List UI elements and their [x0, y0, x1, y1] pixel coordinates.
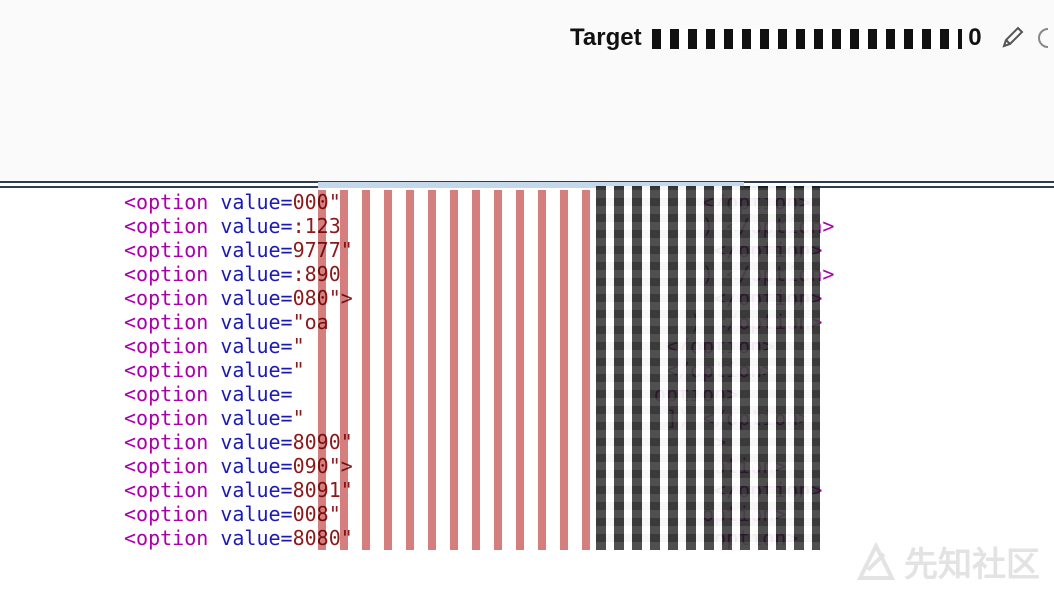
code-open-tag: <option	[124, 478, 209, 502]
code-open-tag: <option	[124, 358, 209, 382]
code-open-tag: <option	[124, 406, 209, 430]
code-open-tag: <option	[124, 262, 209, 286]
code-open-tag: <option	[124, 526, 209, 550]
code-open-tag: <option	[124, 214, 209, 238]
code-attribute: value=	[220, 190, 293, 214]
code-open-tag: <option	[124, 382, 209, 406]
code-open-tag: <option	[124, 502, 209, 526]
code-attribute: value=	[220, 310, 293, 334]
redacted-target-host	[651, 28, 962, 49]
code-open-tag: <option	[124, 238, 209, 262]
code-attribute-value: "	[292, 406, 305, 430]
code-open-tag: <option	[124, 430, 209, 454]
watermark-text: 先知社区	[904, 545, 1040, 585]
code-attribute: value=	[220, 238, 293, 262]
code-attribute: value=	[220, 214, 293, 238]
code-open-tag: <option	[124, 334, 209, 358]
code-attribute: value=	[220, 382, 293, 406]
code-attribute: value=	[220, 334, 293, 358]
header-bar: Target 0	[0, 0, 1054, 182]
redacted-region-labels	[596, 186, 820, 550]
code-open-tag: <option	[124, 286, 209, 310]
target-value: 0	[651, 24, 982, 52]
target-label: Target	[570, 24, 642, 51]
target-field: Target 0	[570, 20, 1048, 56]
watermark: 先知社区	[856, 537, 1040, 586]
pencil-icon[interactable]	[998, 24, 1026, 52]
target-port-suffix: 0	[968, 24, 982, 51]
code-attribute: value=	[220, 358, 293, 382]
watermark-logo-icon	[856, 541, 896, 580]
redacted-region-values	[318, 190, 598, 550]
code-attribute: value=	[220, 262, 293, 286]
circle-icon[interactable]	[1036, 24, 1048, 52]
code-attribute: value=	[220, 406, 293, 430]
selection-strip	[318, 182, 744, 188]
code-open-tag: <option	[124, 310, 209, 334]
code-attribute: value=	[220, 286, 293, 310]
code-attribute: value=	[220, 454, 293, 478]
code-attribute: value=	[220, 526, 293, 550]
code-attribute: value=	[220, 430, 293, 454]
code-open-tag: <option	[124, 454, 209, 478]
code-open-tag: <option	[124, 190, 209, 214]
code-attribute-value: "	[292, 358, 305, 382]
code-attribute: value=	[220, 502, 293, 526]
code-attribute: value=	[220, 478, 293, 502]
code-attribute-value: "	[292, 334, 305, 358]
